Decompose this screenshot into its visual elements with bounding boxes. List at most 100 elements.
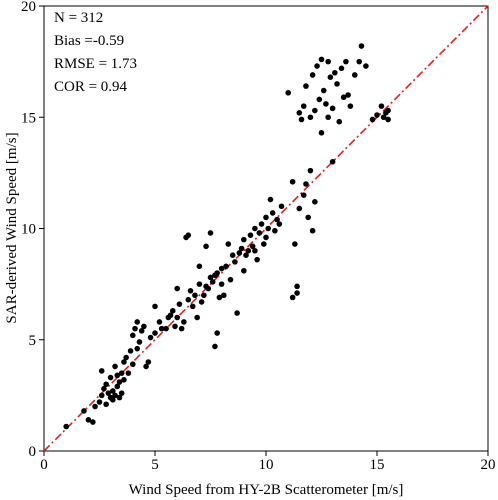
scatter-point <box>178 325 185 332</box>
scatter-point <box>312 199 318 205</box>
scatter-point <box>136 339 143 345</box>
scatter-point <box>343 58 349 65</box>
scatter-point <box>218 265 225 272</box>
annotation: Bias =-0.59 <box>54 33 124 49</box>
y-tick-label: 15 <box>21 110 36 126</box>
scatter-point <box>323 101 329 107</box>
scatter-point <box>363 63 369 69</box>
scatter-point <box>218 281 225 287</box>
scatter-point <box>118 390 125 396</box>
scatter-point <box>63 423 69 430</box>
y-axis-label: SAR-derived Wind Speed [m/s] <box>4 132 20 323</box>
scatter-point <box>252 247 258 254</box>
scatter-point <box>245 247 252 254</box>
scatter-point <box>101 385 107 392</box>
scatter-point <box>243 252 249 258</box>
scatter-point <box>141 323 147 330</box>
scatter-point <box>292 241 298 247</box>
scatter-point <box>334 81 340 87</box>
scatter-point <box>236 250 243 256</box>
scatter-point <box>103 381 109 388</box>
scatter-point <box>300 103 307 109</box>
scatter-point <box>258 221 265 227</box>
scatter-point <box>138 328 145 334</box>
scatter-point <box>312 107 318 114</box>
scatter-point <box>329 158 336 165</box>
scatter-point <box>307 167 314 174</box>
identity-line <box>43 5 489 452</box>
scatter-point <box>158 325 165 332</box>
scatter-point <box>212 343 218 350</box>
scatter-point <box>221 292 227 299</box>
scatter-point <box>123 354 129 361</box>
scatter-point <box>216 294 223 301</box>
x-tick-label: 20 <box>481 457 496 473</box>
scatter-point <box>309 227 316 234</box>
x-tick-label: 10 <box>259 457 274 473</box>
scatter-point <box>116 394 123 401</box>
scatter-point <box>325 58 331 65</box>
y-tick-label: 5 <box>29 333 37 349</box>
scatter-point <box>296 205 303 212</box>
scatter-point <box>300 192 307 198</box>
scatter-point <box>307 114 314 121</box>
scatter-point <box>347 103 354 109</box>
scatter-point <box>194 314 200 321</box>
scatter-point <box>174 285 180 292</box>
scatter-point <box>176 301 183 307</box>
scatter-point <box>352 72 358 78</box>
scatter-point <box>132 325 138 332</box>
scatter-point <box>234 310 240 316</box>
scatter-point <box>309 72 316 78</box>
scatter-point <box>336 118 343 125</box>
scatter-point <box>185 296 192 303</box>
scatter-point <box>114 383 121 390</box>
scatter-point <box>192 292 198 299</box>
scatter-point <box>356 58 363 65</box>
scatter-point <box>189 303 196 310</box>
scatter-point <box>214 330 220 336</box>
scatter-point <box>345 92 351 98</box>
scatter-point <box>127 348 134 354</box>
scatter-point <box>130 361 136 368</box>
scatter-point <box>112 363 118 370</box>
scatter-point <box>196 281 203 287</box>
scatter-point <box>252 225 258 232</box>
scatter-point <box>156 319 163 325</box>
scatter-point <box>185 232 192 238</box>
scatter-point <box>265 225 272 232</box>
scatter-point <box>232 259 238 265</box>
scatter-point <box>225 241 232 247</box>
scatter-point <box>187 288 194 294</box>
scatter-point <box>81 408 87 414</box>
scatter-point <box>92 403 98 410</box>
scatter-point <box>196 263 203 270</box>
scatter-point <box>134 319 141 325</box>
scatter-point <box>130 332 136 339</box>
scatter-point <box>152 330 158 336</box>
scatter-point <box>134 345 141 352</box>
scatter-point <box>98 368 105 374</box>
scatter-point <box>110 388 116 394</box>
scatter-point <box>181 319 187 325</box>
scatter-point <box>105 390 112 396</box>
scatter-point <box>172 323 178 330</box>
scatter-point <box>385 116 391 123</box>
y-tick-label: 0 <box>29 444 37 460</box>
scatter-point <box>103 401 109 408</box>
scatter-point <box>227 276 234 283</box>
scatter-point <box>198 299 205 305</box>
annotation: RMSE = 1.73 <box>54 56 137 72</box>
y-tick-label: 20 <box>21 0 36 15</box>
x-tick-label: 15 <box>370 457 385 473</box>
scatter-point <box>121 359 127 365</box>
scatter-point <box>318 56 325 63</box>
scatter-point <box>90 419 96 425</box>
x-tick-label: 0 <box>40 457 48 473</box>
y-tick-label: 10 <box>21 222 36 238</box>
scatter-point <box>314 63 320 69</box>
scatter-point <box>289 178 296 185</box>
scatter-point <box>223 263 229 270</box>
scatter-point <box>209 279 216 285</box>
